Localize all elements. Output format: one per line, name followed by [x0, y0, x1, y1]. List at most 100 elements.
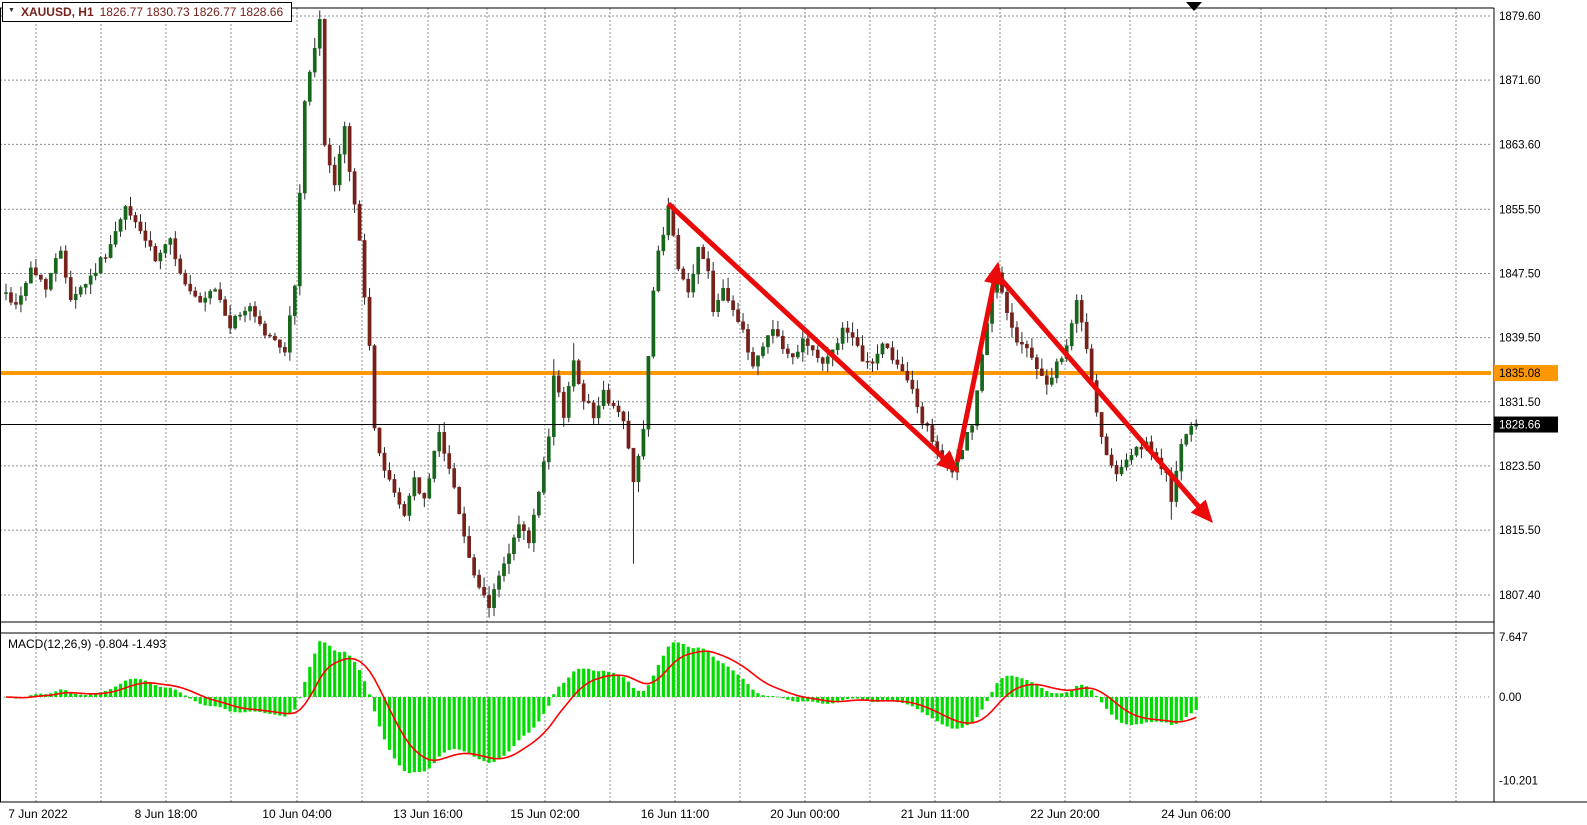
macd-histogram-bar: [855, 697, 860, 699]
macd-histogram-bar: [731, 670, 735, 697]
trend-arrow[interactable]: [666, 201, 960, 473]
macd-histogram-bar: [716, 660, 720, 697]
macd-histogram-bar: [910, 697, 914, 707]
macd-histogram-bar: [1060, 693, 1064, 697]
candle-bear: [860, 345, 865, 362]
macd-histogram-bar: [148, 682, 153, 697]
candle-bull: [24, 282, 28, 296]
candle-bear: [1025, 343, 1029, 349]
candle-bull: [108, 244, 113, 258]
symbol-title-box[interactable]: ▼ XAUUSD, H1 1826.77 1830.73 1826.77 182…: [2, 2, 293, 22]
candle-bull: [337, 153, 342, 186]
candle-bear: [422, 492, 427, 499]
macd-histogram-bar: [397, 697, 402, 766]
macd-histogram-bar: [681, 643, 685, 697]
macd-histogram-bar: [457, 697, 461, 750]
macd-histogram-bar: [283, 697, 287, 717]
candle-bear: [367, 296, 372, 346]
macd-histogram-bar: [1109, 697, 1114, 715]
macd-histogram-bar: [746, 684, 750, 697]
macd-histogram-bar: [995, 683, 999, 697]
macd-histogram-bar: [263, 697, 267, 714]
macd-histogram-bar: [64, 690, 68, 697]
candle-bear: [153, 246, 158, 262]
candle-bull: [163, 244, 168, 254]
macd-histogram-bar: [851, 697, 855, 699]
macd-histogram-bar: [183, 695, 187, 697]
macd-histogram-bar: [143, 680, 148, 697]
candle-bear: [263, 323, 267, 336]
price-axis-label: 1871.60: [1499, 75, 1541, 87]
candle-bear: [377, 427, 382, 454]
candle-bear: [686, 278, 691, 293]
macd-histogram-bar: [34, 694, 38, 697]
macd-histogram-bar: [512, 697, 516, 747]
candle-bull: [497, 575, 501, 590]
macd-histogram-bar: [781, 697, 785, 699]
macd-histogram-bar: [811, 697, 815, 702]
candle-bear: [885, 343, 890, 348]
macd-histogram-bar: [427, 697, 431, 769]
macd-histogram-bar: [706, 650, 710, 697]
macd-histogram-bar: [945, 697, 949, 727]
macd-histogram-bar: [417, 697, 421, 773]
candle-bear: [472, 557, 476, 576]
macd-histogram-bar: [343, 651, 347, 697]
trend-arrow[interactable]: [997, 275, 1213, 523]
symbol-dropdown-icon[interactable]: ▼: [8, 7, 15, 14]
candle-bear: [273, 335, 277, 341]
time-axis-label: 24 Jun 06:00: [1161, 807, 1231, 821]
candle-bull: [168, 238, 173, 245]
macd-histogram-bar: [69, 692, 73, 697]
macd-histogram-bar: [452, 697, 456, 749]
candle-bull: [83, 284, 88, 288]
candle-bear: [9, 292, 13, 303]
macd-histogram-bar: [1020, 678, 1024, 697]
candle-bear: [790, 353, 795, 358]
candle-bull: [1059, 358, 1064, 362]
macd-histogram-bar: [298, 697, 302, 699]
candle-bear: [352, 171, 357, 205]
candle-bull: [1184, 434, 1189, 445]
macd-histogram-bar: [472, 697, 476, 757]
macd-histogram-bar: [836, 697, 840, 703]
macd-histogram-bar: [656, 664, 660, 697]
candle-bear: [347, 126, 352, 172]
macd-histogram-bar: [1154, 697, 1158, 722]
macd-histogram-bar: [975, 697, 979, 717]
macd-histogram-bar: [273, 697, 277, 715]
candle-bear: [268, 334, 272, 337]
candle-bull: [288, 315, 292, 353]
candle-bear: [322, 18, 327, 146]
macd-histogram-bar: [1090, 690, 1094, 697]
macd-signal-line: [5, 650, 1197, 762]
macd-histogram-bar: [1174, 697, 1178, 724]
macd-histogram-bar: [153, 685, 157, 697]
macd-histogram-bar: [313, 653, 317, 697]
candle-bear: [223, 299, 227, 316]
macd-histogram-bar: [243, 697, 247, 713]
candle-bear: [193, 290, 198, 297]
macd-histogram-bar: [527, 697, 531, 733]
candle-bull: [203, 297, 208, 303]
macd-axis-label: 0.00: [1499, 692, 1521, 704]
macd-histogram-bar: [123, 680, 128, 697]
macd-histogram-bar: [756, 693, 760, 697]
candle-bull: [502, 563, 506, 577]
trend-arrow[interactable]: [954, 261, 1004, 463]
candle-bull: [437, 431, 442, 452]
macd-histogram-bar: [1025, 679, 1029, 697]
candle-bear: [482, 587, 486, 596]
macd-histogram-bar: [213, 697, 217, 707]
macd-histogram-bar: [1129, 697, 1134, 725]
macd-histogram-bar: [188, 697, 192, 699]
candle-bear: [467, 535, 471, 558]
macd-histogram-bar: [686, 646, 690, 697]
macd-histogram-bar: [880, 697, 885, 701]
macd-histogram-bar: [193, 697, 197, 702]
candle-bull: [965, 431, 969, 451]
candle-bull: [756, 355, 760, 367]
candle-bear: [741, 321, 745, 330]
candle-bear: [218, 289, 222, 300]
